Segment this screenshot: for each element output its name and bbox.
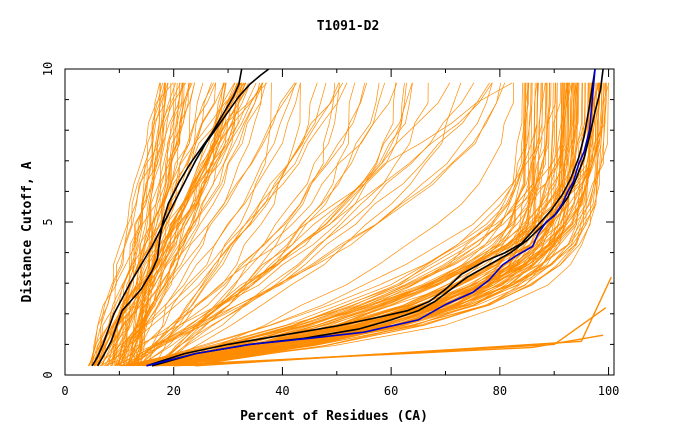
model-line: [195, 82, 603, 367]
x-tick-label: 20: [166, 384, 180, 398]
model-line: [131, 82, 413, 367]
model-line: [140, 82, 348, 366]
series-line-3: [146, 68, 596, 367]
model-line: [162, 82, 514, 367]
model-line: [164, 82, 568, 367]
model-line: [106, 82, 267, 367]
model-line: [134, 82, 184, 366]
model-line: [141, 82, 538, 367]
model-line: [136, 82, 547, 367]
model-line: [157, 82, 539, 367]
model-line: [139, 82, 356, 367]
model-line: [185, 82, 524, 367]
model-line: [90, 82, 191, 366]
model-line: [94, 82, 264, 367]
model-line: [190, 82, 589, 367]
series-line-1: [96, 68, 243, 367]
x-tick-label: 40: [275, 384, 289, 398]
x-tick-label: 60: [384, 384, 398, 398]
x-tick-label: 0: [61, 384, 68, 398]
x-axis-label: Percent of Residues (CA): [240, 409, 428, 424]
model-line: [162, 82, 386, 367]
series-line-4: [151, 68, 604, 367]
model-line: [114, 82, 166, 366]
model-line: [139, 82, 301, 367]
model-line: [140, 82, 366, 367]
y-axis-label: Distance Cutoff, A: [20, 161, 35, 302]
model-line: [161, 82, 526, 367]
model-line: [162, 82, 536, 367]
model-line: [164, 82, 490, 367]
model-line: [146, 82, 340, 366]
model-line: [125, 82, 572, 367]
model-line: [127, 82, 413, 367]
model-line: [87, 82, 251, 366]
model-line: [170, 82, 599, 367]
model-line: [95, 82, 260, 367]
series-lines: [91, 68, 604, 367]
model-line: [175, 82, 548, 367]
model-line: [117, 82, 193, 366]
model-line: [144, 82, 558, 367]
model-line: [128, 82, 533, 367]
model-line: [160, 82, 368, 367]
model-line: [87, 82, 246, 367]
model-line: [138, 82, 600, 367]
model-line: [106, 82, 301, 367]
model-line: [137, 82, 263, 367]
model-line: [89, 82, 161, 366]
model-line: [124, 82, 340, 367]
y-tick-label: 10: [41, 62, 55, 76]
model-line: [89, 82, 169, 366]
model-line: [131, 82, 165, 366]
model-line: [157, 82, 398, 367]
model-line: [195, 276, 612, 367]
x-tick-label: 80: [493, 384, 507, 398]
model-line: [137, 82, 161, 366]
model-line: [140, 82, 451, 367]
model-line: [133, 82, 538, 367]
model-line: [115, 82, 297, 366]
model-line: [128, 82, 577, 367]
y-tick-label: 5: [41, 218, 55, 225]
model-line: [100, 82, 242, 366]
model-line: [151, 82, 429, 367]
model-line: [154, 82, 336, 367]
model-line: [161, 82, 462, 367]
model-line: [94, 82, 249, 366]
model-line: [125, 82, 195, 366]
x-tick-label: 100: [598, 384, 620, 398]
model-line: [126, 82, 257, 366]
model-line: [143, 82, 552, 367]
series-line-5: [146, 68, 596, 367]
model-line: [111, 82, 224, 366]
model-line: [172, 82, 527, 367]
model-lines: [87, 82, 612, 367]
model-line: [170, 82, 556, 367]
model-line: [174, 82, 606, 367]
model-line: [154, 82, 344, 366]
series-line-2: [91, 68, 270, 367]
model-line: [125, 82, 405, 367]
model-line: [188, 82, 543, 367]
model-line: [175, 82, 574, 367]
model-line: [107, 82, 318, 367]
model-line: [93, 82, 169, 366]
axis-ticks: 0 20 40 60 80 100 0 5 10: [41, 62, 619, 398]
model-line: [169, 82, 567, 367]
model-line: [92, 82, 174, 366]
chart-title: T1091-D2: [317, 19, 380, 34]
model-line: [116, 82, 264, 366]
model-line: [128, 82, 172, 366]
model-line: [115, 82, 238, 366]
model-line: [132, 82, 296, 366]
y-tick-label: 0: [41, 371, 55, 378]
model-line: [127, 82, 569, 367]
